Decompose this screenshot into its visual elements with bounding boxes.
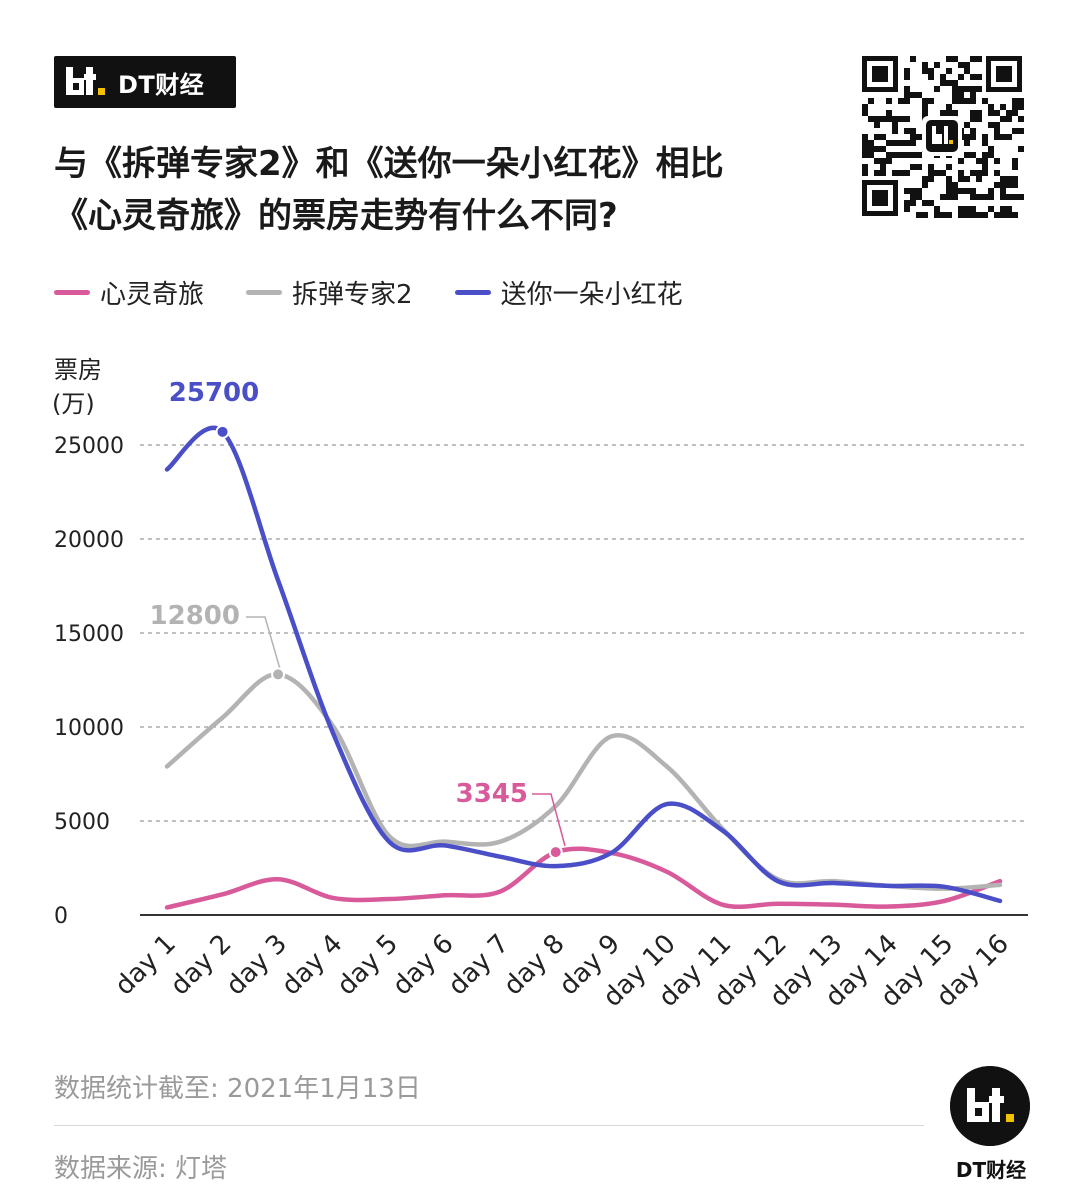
y-axis-label-line-2: (万) — [52, 390, 95, 418]
x-tick-label-5: day 5 — [332, 929, 405, 1002]
data-cutoff-note: 数据统计截至: 2021年1月13日 — [54, 1074, 421, 1104]
y-tick-label-20000: 20000 — [54, 528, 124, 553]
x-tick-label-1: day 1 — [109, 929, 182, 1002]
chart-legend: 心灵奇旅 拆弹专家2 送你一朵小红花 — [54, 270, 725, 314]
annotation-label-soul: 3345 — [456, 779, 528, 809]
title-line-2: 《心灵奇旅》的票房走势有什么不同? — [54, 196, 618, 236]
series-line-soul — [164, 846, 1003, 910]
x-tick-label-2: day 2 — [165, 929, 238, 1002]
y-tick-label-10000: 10000 — [54, 716, 124, 741]
y-tick-label-25000: 25000 — [54, 434, 124, 459]
legend-item-flower: 送你一朵小红花 — [454, 274, 683, 311]
footer-divider — [54, 1125, 924, 1126]
qr-code-icon[interactable] — [860, 54, 1024, 218]
y-tick-label-15000: 15000 — [54, 622, 124, 647]
y-tick-label-5000: 5000 — [54, 810, 110, 835]
legend-swatch-shock-wave — [246, 289, 283, 295]
dt-round-logo-icon — [950, 1066, 1030, 1146]
annotation-leader-soul — [532, 793, 566, 847]
legend-item-soul: 心灵奇旅 — [54, 274, 204, 311]
annotation-leader-shock-wave — [246, 616, 281, 670]
brand-name: DT财经 — [118, 70, 205, 99]
x-tick-label-3: day 3 — [220, 929, 293, 1002]
series-line-shock-wave — [164, 672, 1003, 891]
annotation-point-flower — [215, 424, 230, 439]
brand-badge: DT财经 — [54, 56, 236, 108]
bottom-brand-label: DT财经 — [955, 1158, 1027, 1182]
x-tick-label-7: day 7 — [443, 929, 516, 1002]
series-line-flower — [164, 425, 1003, 904]
data-source-note: 数据来源: 灯塔 — [54, 1154, 228, 1184]
title-line-1: 与《拆弹专家2》和《送你一朵小红花》相比 — [54, 144, 724, 184]
x-tick-label-4: day 4 — [276, 929, 349, 1002]
legend-item-shock-wave: 拆弹专家2 — [246, 274, 413, 311]
x-tick-label-8: day 8 — [498, 929, 571, 1002]
annotation-label-shock-wave: 12800 — [150, 601, 240, 631]
page-title: 与《拆弹专家2》和《送你一朵小红花》相比 《心灵奇旅》的票房走势有什么不同? — [54, 138, 814, 242]
legend-swatch-soul — [54, 289, 90, 295]
y-axis-label-line-1: 票房 — [54, 356, 102, 384]
legend-label-shock-wave: 拆弹专家2 — [292, 279, 413, 310]
x-tick-label-6: day 6 — [387, 929, 460, 1002]
dt-logo-icon — [66, 67, 105, 95]
annotation-point-shock-wave — [271, 667, 286, 682]
legend-label-flower: 送你一朵小红花 — [500, 279, 683, 310]
legend-label-soul: 心灵奇旅 — [100, 279, 205, 310]
annotation-label-flower: 25700 — [169, 378, 259, 408]
annotation-point-soul — [548, 845, 563, 860]
y-tick-label-0: 0 — [54, 904, 68, 929]
legend-swatch-flower — [454, 289, 491, 295]
